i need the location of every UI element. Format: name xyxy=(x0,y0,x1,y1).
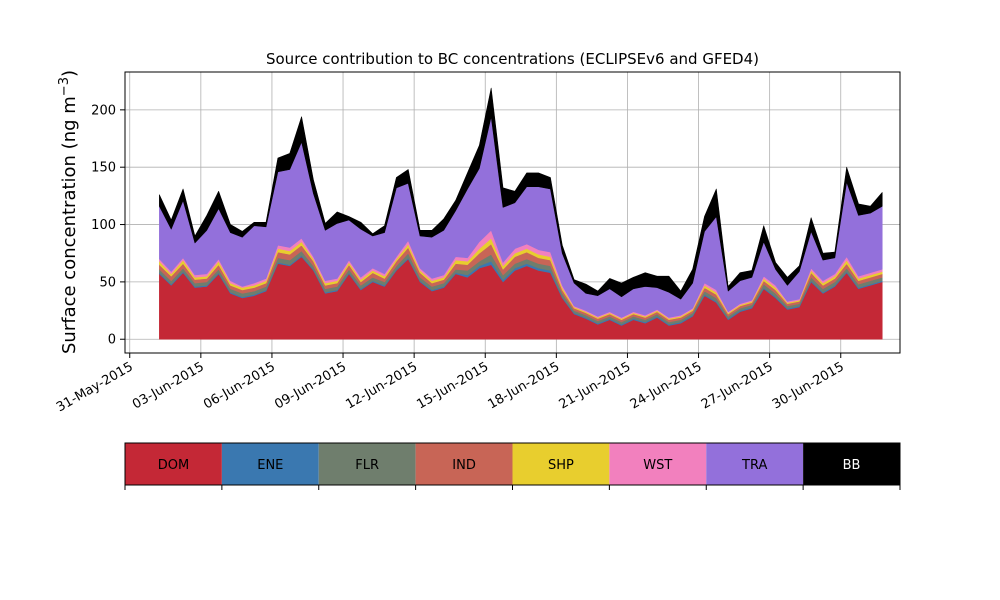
legend-swatch-bb xyxy=(803,443,900,485)
plot-frame xyxy=(124,71,901,354)
legend-label: SHP xyxy=(548,458,574,473)
y-axis: 0 50 100 150 200 xyxy=(91,103,125,348)
legend-label: ENE xyxy=(257,458,283,473)
legend-label: FLR xyxy=(355,458,379,473)
legend-swatch-wst xyxy=(609,443,707,485)
y-tick-label: 100 xyxy=(91,218,116,233)
legend-swatch-ene xyxy=(221,443,319,485)
y-axis-label: Surface concentration (ng m−3) xyxy=(57,70,80,354)
legend-label: DOM xyxy=(158,458,189,473)
y-tick-label: 0 xyxy=(108,333,116,348)
legend-swatch-shp xyxy=(512,443,610,485)
legend-label: BB xyxy=(843,458,861,473)
legend-label: TRA xyxy=(741,458,767,473)
legend-label: IND xyxy=(452,458,476,473)
chart-title: Source contribution to BC concentrations… xyxy=(266,50,759,68)
area-series-bb xyxy=(159,87,883,300)
legend-swatch-tra xyxy=(706,443,804,485)
y-tick-label: 200 xyxy=(91,103,116,118)
y-tick-label: 150 xyxy=(91,161,116,176)
legend-swatch-ind xyxy=(415,443,513,485)
legend-label: WST xyxy=(643,458,672,473)
y-axis-label-exponent: −3 xyxy=(57,77,72,96)
legend-swatch-flr xyxy=(318,443,416,485)
y-axis-label-close: ) xyxy=(59,70,80,77)
legend-swatch-dom xyxy=(125,443,222,485)
legend: DOM ENE FLR IND SHP WST TRA BB xyxy=(124,442,901,490)
stacked-areas xyxy=(159,87,883,340)
y-axis-label-main: Surface concentration (ng m xyxy=(59,96,80,354)
y-tick-label: 50 xyxy=(99,275,116,290)
